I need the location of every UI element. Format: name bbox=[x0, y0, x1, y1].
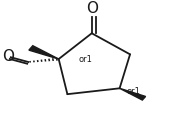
Polygon shape bbox=[120, 88, 146, 100]
Text: or1: or1 bbox=[127, 87, 140, 96]
Polygon shape bbox=[29, 46, 59, 59]
Text: O: O bbox=[86, 1, 98, 16]
Text: or1: or1 bbox=[79, 55, 93, 64]
Text: O: O bbox=[2, 49, 14, 64]
